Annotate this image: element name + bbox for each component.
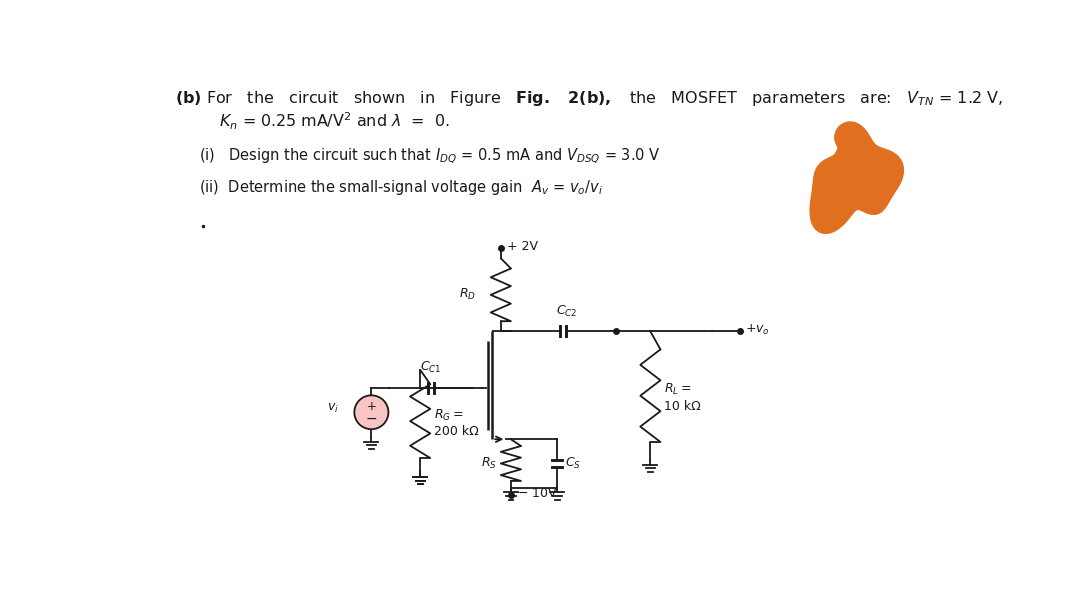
Text: 200 kΩ: 200 kΩ (434, 425, 478, 438)
Text: (i)   Design the circuit such that $I_{DQ}$ = 0.5 mA and $V_{DSQ}$ = 3.0 V: (i) Design the circuit such that $I_{DQ}… (199, 147, 660, 166)
Text: $R_L=$: $R_L=$ (664, 382, 692, 397)
Text: $C_S$: $C_S$ (565, 456, 581, 471)
Text: For   the   circuit   shown   in   Figure   $\mathbf{Fig.}$   $\mathbf{2(b),}$  : For the circuit shown in Figure $\mathbf… (206, 88, 1003, 107)
Text: $+ v_o$: $+ v_o$ (745, 323, 770, 337)
Text: $R_S$: $R_S$ (481, 456, 497, 471)
Text: $R_G=$: $R_G=$ (434, 407, 463, 423)
Text: $C_{C1}$: $C_{C1}$ (420, 360, 442, 375)
Text: $-$ 10V: $-$ 10V (517, 487, 558, 500)
Text: + 2V: + 2V (507, 240, 538, 253)
Text: $\mathbf{(b)}$: $\mathbf{(b)}$ (175, 89, 202, 107)
Circle shape (354, 396, 389, 429)
Text: (ii)  Determine the small-signal voltage gain  $A_v$ = $v_o/v_i$: (ii) Determine the small-signal voltage … (199, 178, 603, 197)
Text: $C_{C2}$: $C_{C2}$ (556, 304, 578, 319)
Text: $R_D$: $R_D$ (459, 287, 476, 302)
Polygon shape (810, 125, 904, 233)
Text: 10 kΩ: 10 kΩ (664, 400, 701, 413)
Text: −: − (365, 412, 377, 425)
Circle shape (835, 122, 866, 153)
Text: $K_n$ = 0.25 mA/V$^2$ and $\lambda$  =  0.: $K_n$ = 0.25 mA/V$^2$ and $\lambda$ = 0. (218, 110, 449, 132)
Text: $v_i$: $v_i$ (327, 402, 339, 415)
Text: +: + (366, 400, 376, 413)
